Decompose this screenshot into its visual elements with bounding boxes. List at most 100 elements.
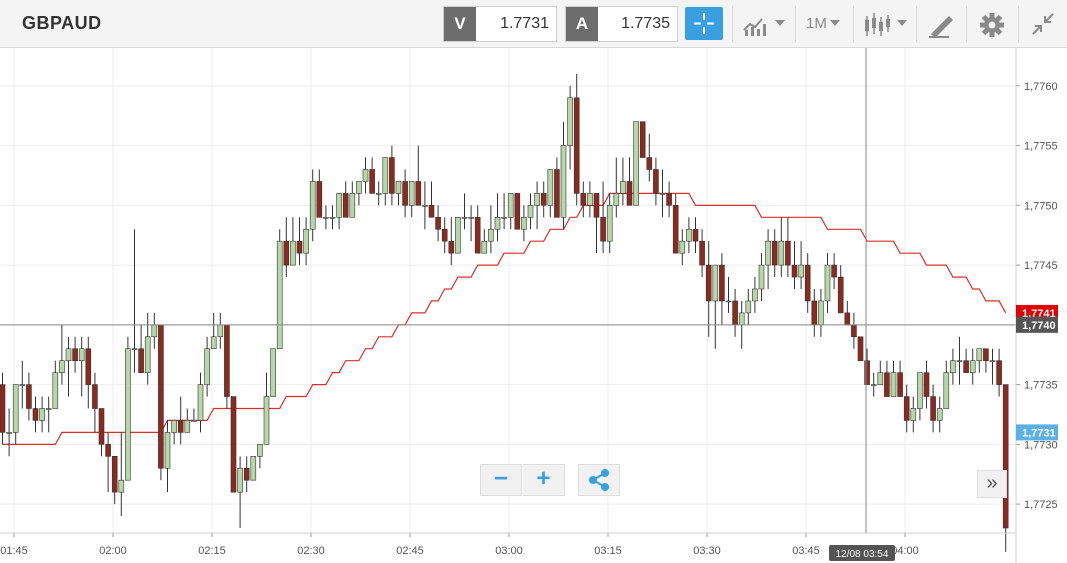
candle [527, 193, 534, 230]
collapse-button[interactable] [1027, 8, 1059, 40]
candle-body [72, 348, 78, 361]
y-tick-label: 1,7730 [1024, 439, 1058, 451]
y-tick-label: 1,7745 [1024, 260, 1058, 272]
candle-body [488, 228, 494, 242]
candle [963, 348, 969, 373]
x-tick-label: 01:45 [0, 545, 28, 557]
crosshair-button[interactable] [685, 7, 723, 40]
candle [303, 217, 309, 266]
candle [917, 372, 923, 421]
candle-body [633, 121, 639, 206]
candle-body [547, 169, 554, 206]
settings-button[interactable] [976, 8, 1008, 40]
candle-body [59, 360, 65, 373]
candle-body [435, 217, 441, 230]
candle-body [369, 169, 375, 194]
scroll-to-latest-button[interactable]: » [977, 470, 1007, 498]
candle-body [428, 205, 435, 218]
candle-body [738, 312, 745, 326]
crosshair-time-tag [829, 545, 895, 561]
candle-body [402, 181, 408, 206]
candle [1002, 384, 1009, 552]
share-button[interactable] [578, 464, 620, 496]
candle [98, 408, 105, 457]
candle [39, 396, 45, 433]
toolbar-divider [916, 6, 917, 42]
candle [626, 157, 633, 206]
candle [837, 265, 844, 314]
candle [164, 420, 171, 493]
candle-body [217, 324, 224, 338]
candle-body [606, 205, 613, 242]
candle [428, 181, 435, 218]
candle-body [804, 264, 811, 302]
draw-tools-button[interactable] [925, 8, 957, 40]
candle-body [917, 372, 923, 409]
candle-body [0, 384, 6, 433]
candle [12, 384, 19, 445]
candle-body [745, 300, 752, 314]
candle-body [461, 217, 468, 219]
y-tick-label: 1,7750 [1024, 200, 1058, 212]
candle [19, 360, 26, 409]
candle-body [620, 181, 626, 194]
candle [639, 121, 646, 158]
candle [257, 444, 263, 469]
instrument-symbol[interactable]: GBPAUD [22, 13, 102, 33]
chart-type-dropdown[interactable] [860, 8, 910, 40]
candle [969, 348, 976, 385]
candle-body [930, 396, 936, 421]
gear-icon [980, 13, 1004, 37]
candle-body [996, 360, 1002, 385]
candle [369, 157, 375, 194]
candle-body [276, 240, 283, 350]
candle-body [210, 336, 217, 350]
zoom-in-button[interactable]: + [523, 464, 565, 496]
crosshair: 12/08 03:54 [0, 48, 1016, 561]
candle [910, 396, 917, 433]
crosshair-time-label: 12/08 03:54 [836, 549, 889, 560]
toolbar-divider [853, 6, 854, 42]
candle [85, 336, 92, 409]
candle-body [448, 240, 455, 254]
zoom-out-button[interactable]: − [480, 464, 522, 496]
candles [0, 73, 1009, 552]
candle-body [138, 348, 144, 373]
candle-body [507, 193, 514, 218]
y-tick-label: 1,7735 [1024, 380, 1058, 392]
candle-body [712, 264, 719, 302]
candle-body [798, 264, 804, 278]
candle [606, 193, 613, 254]
y-tick-label: 1,7725 [1024, 499, 1058, 511]
candle-body [1002, 384, 1009, 529]
candle [587, 181, 593, 218]
candle [250, 455, 257, 481]
candle-body [897, 372, 903, 397]
candle [395, 181, 402, 206]
candle-body [45, 408, 52, 410]
candle-body [573, 97, 580, 194]
candle-body [910, 408, 917, 421]
candle-body [785, 240, 791, 266]
x-tick-label: 03:00 [495, 545, 523, 557]
candle [804, 253, 811, 313]
ask-price-box[interactable]: A 1.7735 [565, 6, 678, 42]
candle [158, 324, 164, 481]
candle [580, 181, 587, 218]
candle-body [976, 348, 983, 361]
candle [903, 384, 910, 433]
candle [191, 408, 197, 422]
chart-indicators-button[interactable] [740, 8, 790, 40]
candle [105, 432, 111, 493]
candle [514, 193, 521, 230]
candle [666, 181, 672, 218]
candle-body [646, 157, 653, 170]
candle [224, 324, 230, 409]
candle-body [936, 408, 943, 421]
bid-price-box[interactable]: V 1.7731 [443, 6, 557, 42]
candle [567, 85, 573, 170]
candle-body [527, 205, 534, 218]
candle-body [105, 444, 111, 457]
candle [943, 360, 950, 409]
candle [171, 420, 177, 445]
